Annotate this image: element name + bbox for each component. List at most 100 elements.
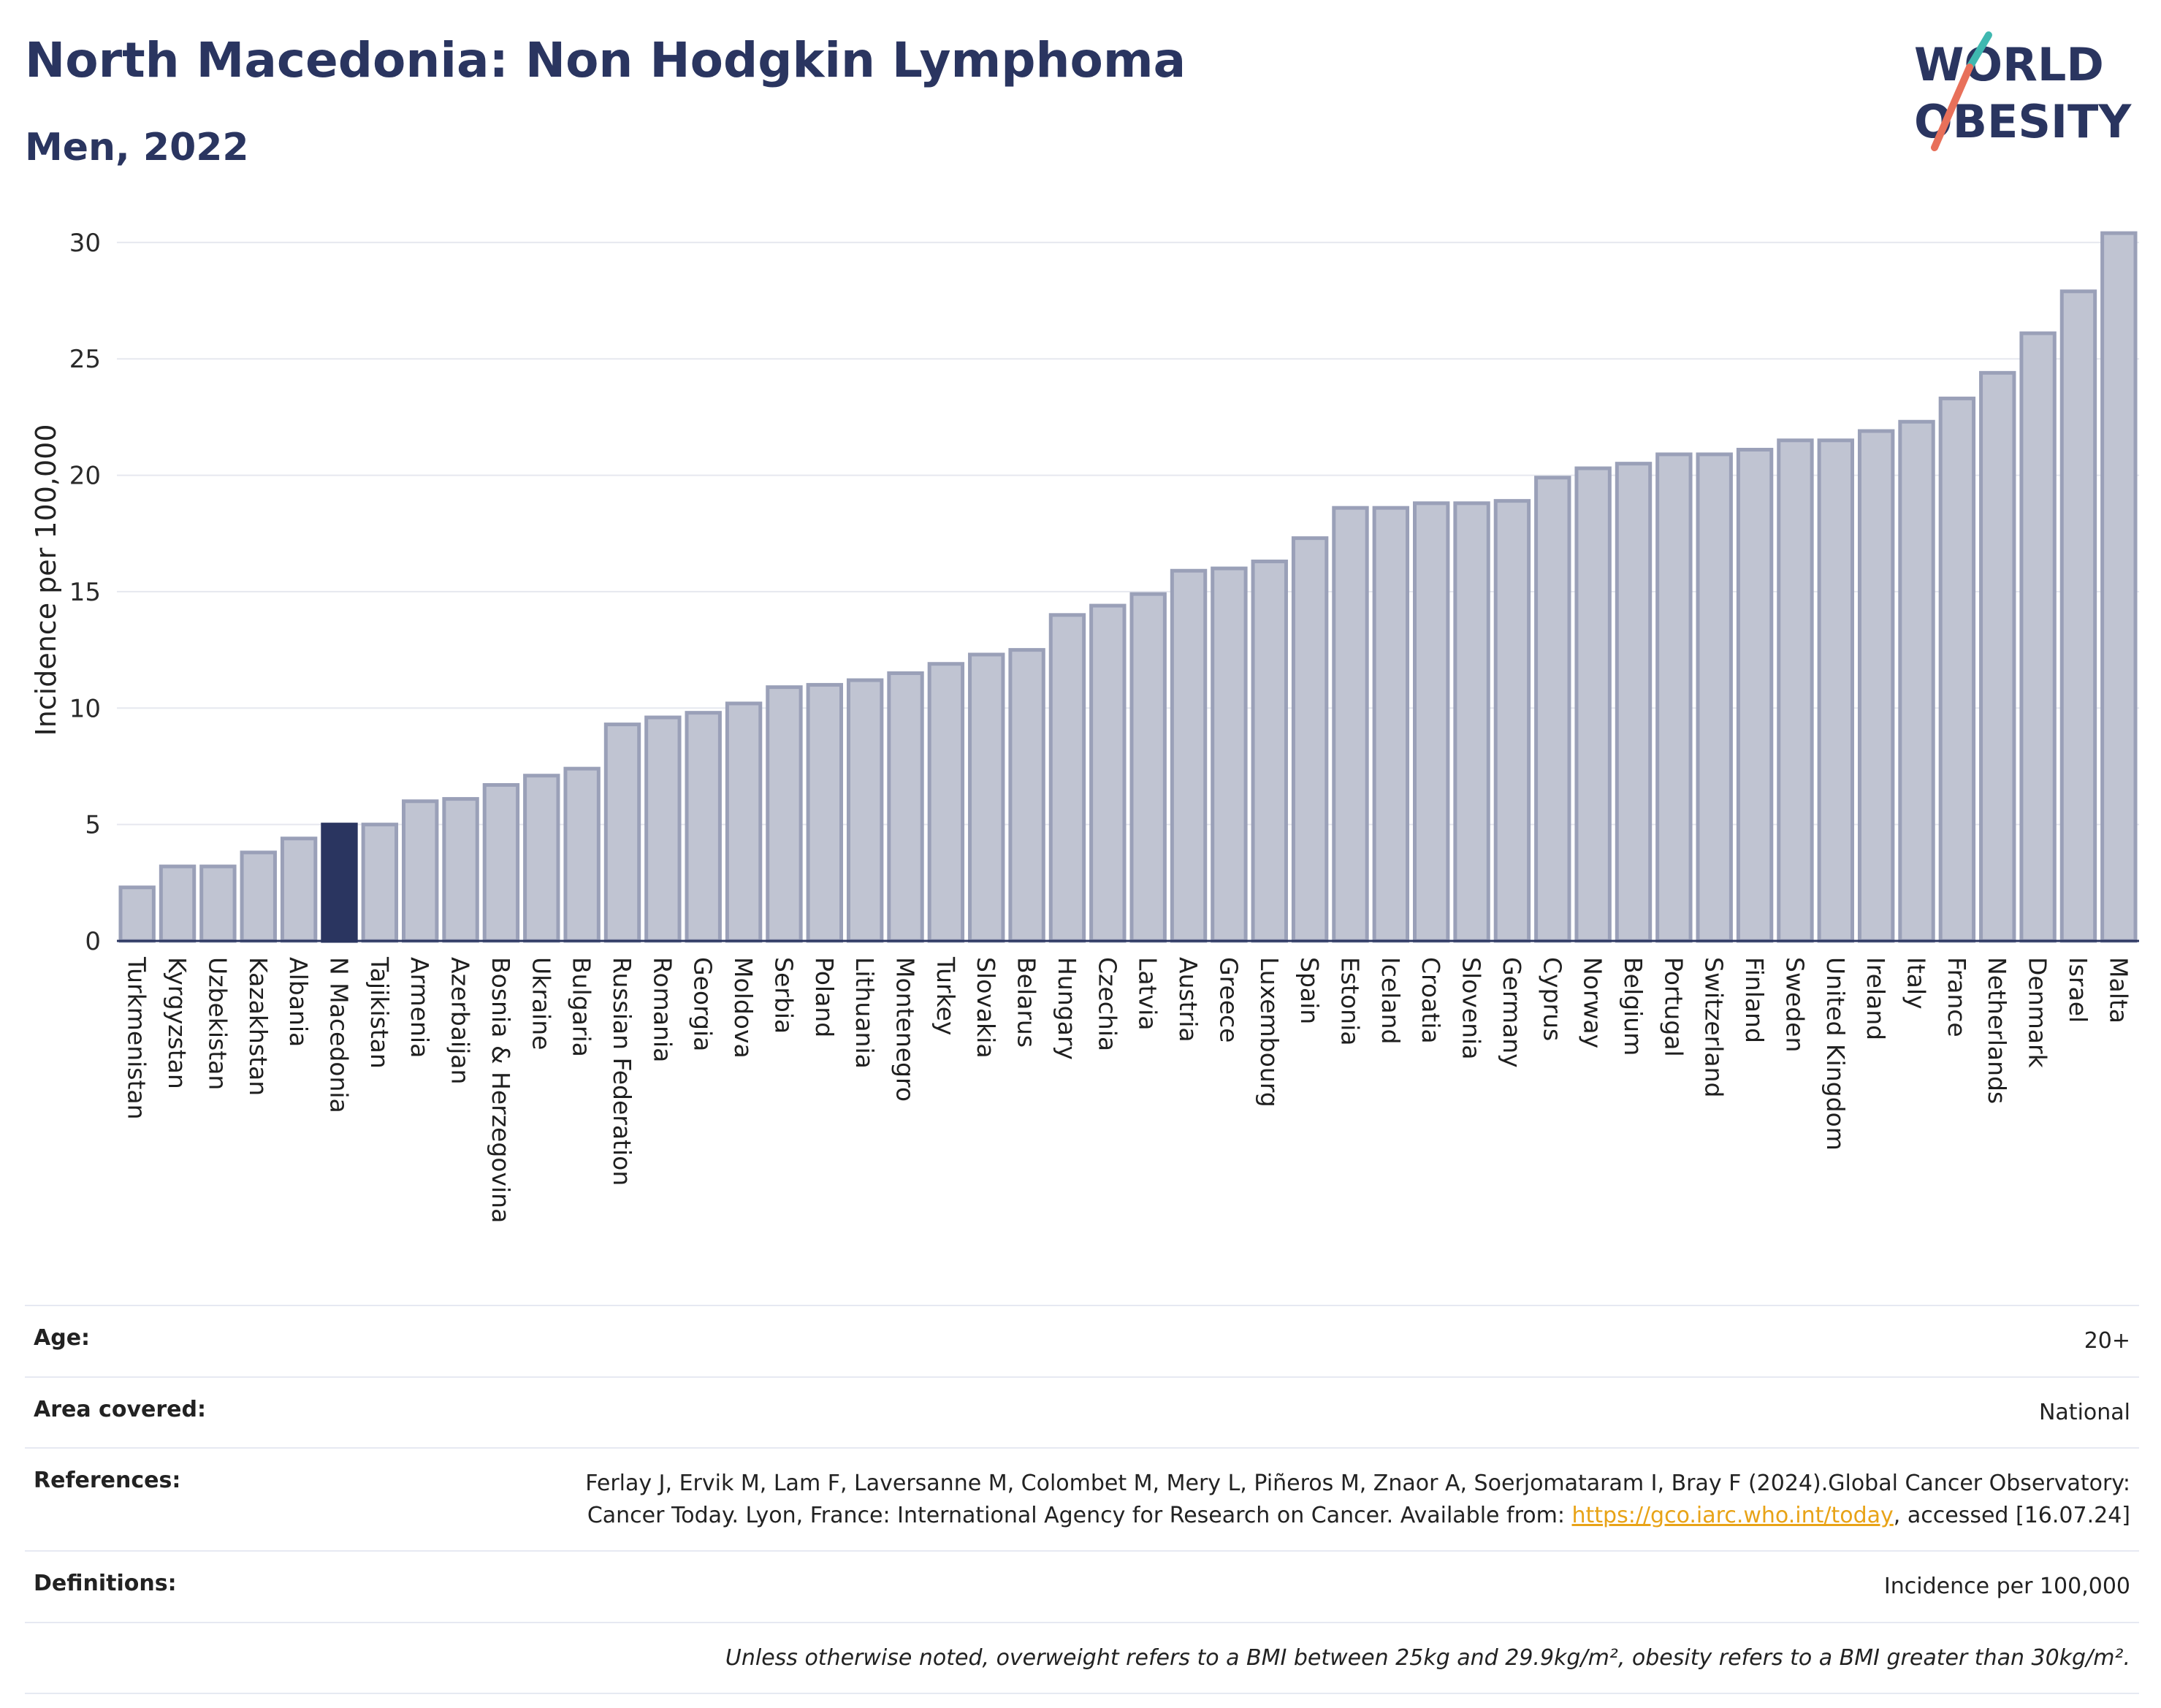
x-tick-label: Armenia: [405, 957, 434, 1058]
bar-turkey: [927, 662, 965, 943]
x-tick-label: Russian Federation: [608, 957, 636, 1186]
bar-italy: [1898, 419, 1935, 943]
x-tick-label: Luxembourg: [1255, 957, 1284, 1107]
bar-slovakia: [968, 652, 1005, 943]
x-tick-label: Estonia: [1335, 957, 1364, 1045]
x-tick-label: Germany: [1498, 957, 1526, 1068]
bar-germany: [1493, 499, 1531, 943]
area-label: Area covered:: [34, 1396, 206, 1422]
bar-czechia: [1089, 603, 1127, 943]
x-tick-label: Netherlands: [1983, 957, 2011, 1104]
x-tick-label: Italy: [1902, 957, 1931, 1010]
x-tick-label: Sweden: [1780, 957, 1809, 1052]
x-tick-label: France: [1943, 957, 1971, 1037]
bar-albania: [280, 836, 318, 943]
x-tick-label: Slovakia: [972, 957, 1000, 1059]
x-tick-label: Georgia: [689, 957, 717, 1051]
bar-belarus: [1008, 648, 1045, 943]
bar-russian-federation: [603, 723, 641, 943]
x-tick-label: Denmark: [2024, 957, 2052, 1069]
references-link[interactable]: https://gco.iarc.who.int/today: [1571, 1502, 1894, 1528]
bar-lithuania: [846, 678, 884, 943]
bar-moldova: [725, 701, 763, 943]
x-tick-label: Croatia: [1417, 957, 1445, 1044]
bar-turkmenistan: [118, 885, 156, 943]
x-tick-label: Cyprus: [1538, 957, 1566, 1041]
bar-malta: [2100, 231, 2138, 943]
bar-armenia: [402, 799, 439, 943]
y-tick-label: 30: [69, 229, 101, 258]
bar-ukraine: [523, 774, 560, 943]
x-tick-label: Czechia: [1093, 957, 1121, 1051]
x-tick-label: Slovenia: [1457, 957, 1486, 1059]
x-tick-label: Uzbekistan: [203, 957, 232, 1090]
age-label: Age:: [34, 1325, 91, 1351]
x-tick-label: Hungary: [1053, 957, 1081, 1060]
x-tick-label: Turkey: [931, 956, 960, 1035]
x-tick-label: Bosnia & Herzegovina: [487, 957, 515, 1223]
bar-luxembourg: [1251, 560, 1288, 943]
x-tick-label: Romania: [648, 957, 676, 1062]
age-value: 20+: [2084, 1328, 2130, 1354]
x-tick-label: Bulgaria: [568, 957, 596, 1057]
x-tick-label: Norway: [1579, 957, 1607, 1048]
x-tick-label: Iceland: [1376, 957, 1405, 1044]
references-value: Ferlay J, Ervik M, Lam F, Laversanne M, …: [560, 1468, 2130, 1531]
info-table: Age: 20+ Area covered: National Referenc…: [25, 1305, 2139, 1694]
definitions-value: Incidence per 100,000: [1883, 1574, 2130, 1599]
bar-israel: [2059, 289, 2097, 943]
x-tick-label: Belgium: [1619, 957, 1647, 1056]
bmi-note: Unless otherwise noted, overweight refer…: [725, 1644, 2130, 1671]
bar-finland: [1736, 448, 1774, 943]
bar-georgia: [685, 711, 722, 943]
page-title: North Macedonia: Non Hodgkin Lymphoma: [25, 32, 1186, 88]
bar-bosnia-herzegovina: [482, 782, 520, 943]
bar-sweden: [1777, 438, 1814, 943]
note-row: Unless otherwise noted, overweight refer…: [25, 1621, 2139, 1694]
bar-greece: [1211, 566, 1248, 943]
bar-switzerland: [1696, 452, 1733, 943]
x-tick-label: Ireland: [1861, 957, 1890, 1040]
bar-austria: [1170, 568, 1208, 943]
y-tick-label: 5: [85, 811, 101, 840]
x-tick-label: Lithuania: [850, 957, 879, 1069]
x-tick-label: Tajikistan: [365, 956, 394, 1069]
bar-chart: 0 5 10 15 20 25 30 Turkmenistan Kyrgyzstan Uzbek…: [30, 229, 2139, 1223]
x-axis-labels: Turkmenistan Kyrgyzstan Uzbekistan Kazakhst…: [123, 956, 2133, 1223]
y-tick-label: 20: [69, 462, 101, 491]
x-tick-label: Malta: [2104, 957, 2133, 1023]
x-tick-label: Albania: [284, 957, 313, 1047]
bar-croatia: [1413, 501, 1450, 943]
bar-tajikistan: [361, 823, 399, 943]
bar-romania: [644, 715, 682, 943]
bar-denmark: [2019, 331, 2057, 943]
x-tick-label: N Macedonia: [324, 957, 353, 1113]
x-tick-label: Greece: [1214, 957, 1243, 1042]
area-row: Area covered: National: [25, 1376, 2139, 1448]
bar-montenegro: [887, 671, 924, 943]
references-label: References:: [34, 1468, 181, 1493]
bar-estonia: [1332, 506, 1369, 943]
bar-poland: [806, 682, 843, 943]
x-tick-label: Portugal: [1659, 957, 1688, 1057]
bar-belgium: [1615, 462, 1653, 943]
x-tick-label: Moldova: [729, 957, 758, 1059]
bar-iceland: [1372, 506, 1410, 943]
definitions-label: Definitions:: [34, 1571, 177, 1596]
x-tick-label: Turkmenistan: [123, 956, 151, 1120]
bar-latvia: [1129, 592, 1167, 943]
bar-portugal: [1655, 452, 1693, 943]
bar-cyprus: [1534, 476, 1571, 943]
y-tick-label: 25: [69, 345, 101, 374]
bar-bulgaria: [563, 766, 601, 943]
y-tick-label: 15: [69, 578, 101, 607]
bar-azerbaijan: [442, 797, 479, 943]
x-tick-label: Austria: [1174, 957, 1203, 1042]
world-obesity-logo: WORLD OBESITY: [1914, 31, 2132, 151]
x-tick-label: Serbia: [769, 957, 798, 1034]
references-text: Ferlay J, Ervik M, Lam F, Laversanne M, …: [585, 1471, 2130, 1528]
x-tick-label: Ukraine: [527, 957, 555, 1050]
bar-kazakhstan: [240, 850, 277, 943]
bar-united-kingdom: [1817, 438, 1854, 943]
bar-hungary: [1048, 613, 1086, 943]
